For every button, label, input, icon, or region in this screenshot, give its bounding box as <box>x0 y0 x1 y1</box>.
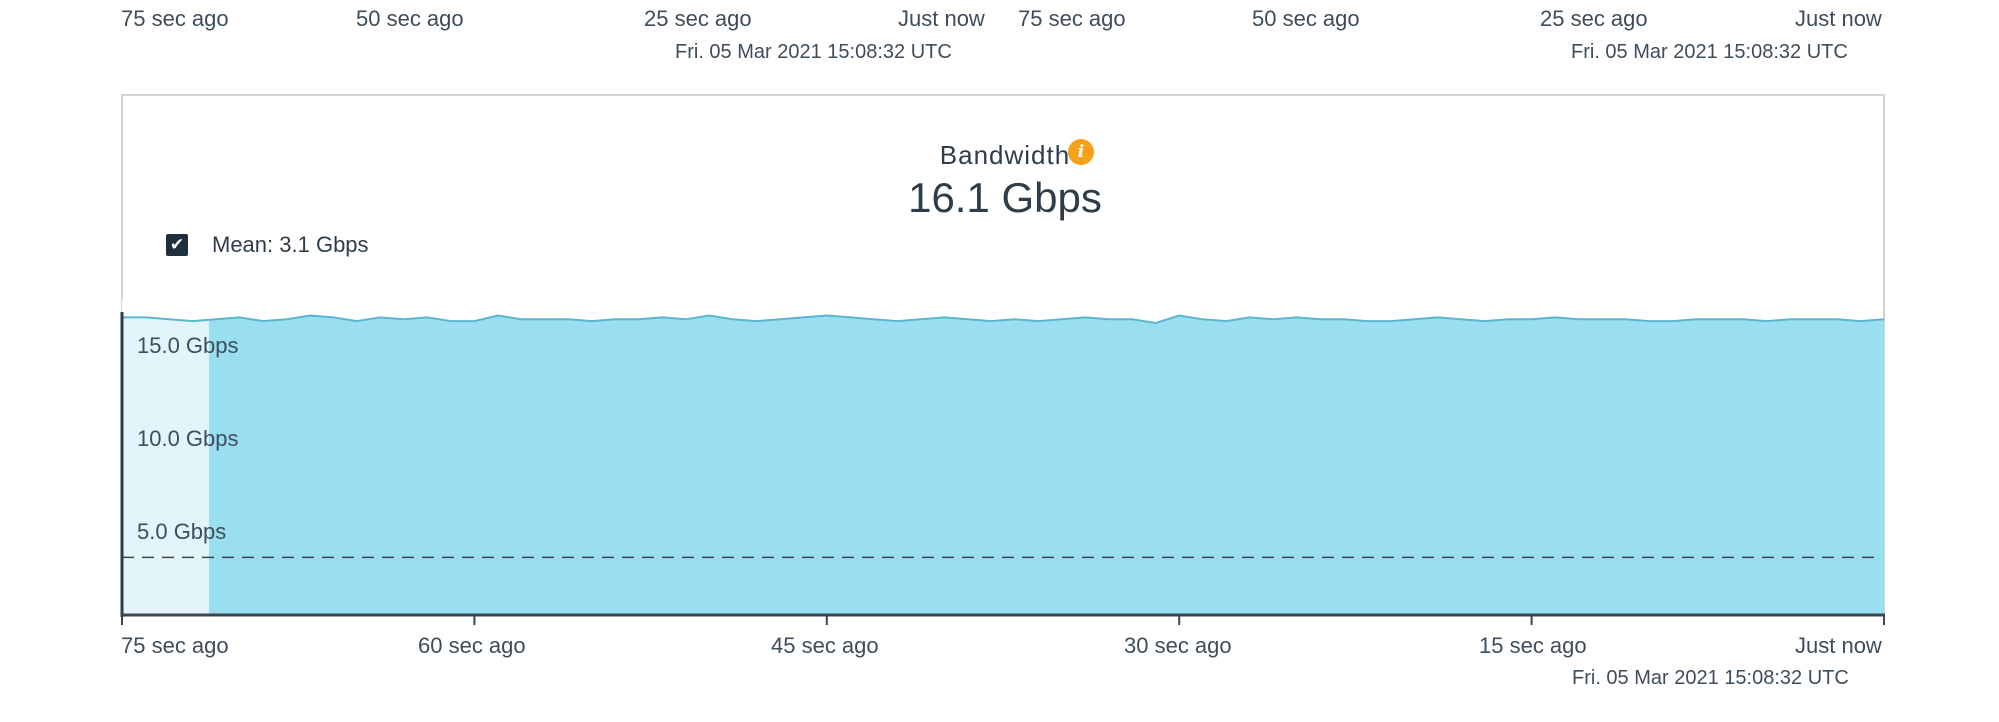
top-panel-2-tick-50s: 50 sec ago <box>1252 6 1360 31</box>
top-panel-2-tick-25s: 25 sec ago <box>1540 6 1648 31</box>
y-tick-label-5: 5.0 Gbps <box>137 519 227 544</box>
bandwidth-line <box>122 314 1885 325</box>
top-panel-2-tick-75s: 75 sec ago <box>1018 6 1126 31</box>
top-panel-2-tick-now: Just now <box>1795 6 1882 31</box>
x-tick-label-60s: 60 sec ago <box>418 633 526 658</box>
top-panel-2-timestamp: Fri. 05 Mar 2021 15:08:32 UTC <box>1571 41 1848 63</box>
x-tick-label-30s: 30 sec ago <box>1124 633 1232 658</box>
bandwidth-area <box>122 315 1884 615</box>
top-panel-1-tick-now: Just now <box>898 6 985 31</box>
x-tick-label-15s: 15 sec ago <box>1479 633 1587 658</box>
x-tick-label-now: Just now <box>1795 633 1882 658</box>
top-panel-1-timestamp: Fri. 05 Mar 2021 15:08:32 UTC <box>675 41 952 63</box>
x-tick-label-45s: 45 sec ago <box>771 633 879 658</box>
mean-checkbox[interactable]: ✔ <box>166 234 188 256</box>
card-title: Bandwidth <box>939 140 1071 170</box>
checkmark-icon: ✔ <box>169 235 185 254</box>
mean-label[interactable]: Mean: 3.1 Gbps <box>212 232 369 257</box>
y-tick-label-10: 10.0 Gbps <box>137 426 239 451</box>
x-tick-label-75s: 75 sec ago <box>121 633 229 658</box>
y-tick-label-15: 15.0 Gbps <box>137 333 239 358</box>
info-icon[interactable]: i <box>1068 139 1094 165</box>
top-panel-1-tick-50s: 50 sec ago <box>356 6 464 31</box>
chart-timestamp: Fri. 05 Mar 2021 15:08:32 UTC <box>1572 667 1849 689</box>
faded-region-overlay <box>122 315 209 615</box>
current-bandwidth-value: 16.1 Gbps <box>908 174 1102 221</box>
top-panel-1-tick-75s: 75 sec ago <box>121 6 229 31</box>
top-panel-1-tick-25s: 25 sec ago <box>644 6 752 31</box>
